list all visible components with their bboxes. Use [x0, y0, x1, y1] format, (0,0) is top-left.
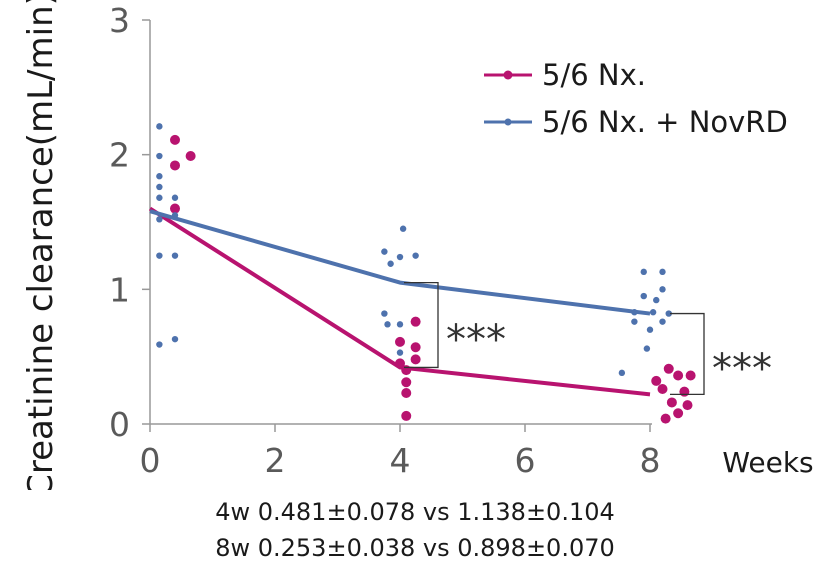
legend-marker	[504, 118, 512, 126]
data-point-nx	[401, 388, 412, 399]
data-point-nx-novrd	[387, 260, 394, 267]
data-point-nx	[410, 316, 421, 327]
annotations: *** ***	[404, 281, 772, 396]
data-point-nx-novrd	[618, 369, 626, 377]
y-axis-title: Creatinine clearance(mL/min)	[21, 0, 61, 490]
data-point-nx-novrd	[665, 310, 672, 317]
data-point-nx	[651, 375, 662, 386]
data-point-nx	[170, 160, 180, 171]
significance-bracket	[404, 281, 439, 369]
data-point-nx	[395, 358, 405, 369]
y-tick-label: 2	[109, 136, 130, 175]
data-point-nx	[682, 400, 693, 411]
data-point-nx-novrd	[659, 286, 666, 293]
stats-note-4w: 4w 0.481±0.078 vs 1.138±0.104	[215, 498, 615, 526]
data-point-nx	[401, 410, 412, 421]
x-tick-label: 0	[140, 441, 161, 480]
legend-label: 5/6 Nx.	[542, 58, 646, 92]
data-point-nx-novrd	[412, 252, 419, 259]
data-point-nx-novrd	[156, 123, 163, 130]
significance-label: ***	[712, 346, 772, 392]
data-point-nx-novrd	[171, 252, 179, 259]
data-point-nx-novrd	[156, 252, 163, 259]
data-point-nx	[660, 413, 671, 424]
y-tick-label: 1	[109, 270, 130, 309]
data-point-nx	[679, 386, 690, 397]
data-point-nx-novrd	[156, 216, 163, 223]
data-point-nx-novrd	[396, 349, 404, 356]
data-point-nx	[673, 370, 684, 381]
x-tick-label: 2	[265, 441, 286, 480]
x-axis-title: Weeks	[722, 446, 813, 479]
data-point-nx-novrd	[156, 173, 163, 180]
data-point-nx-novrd	[643, 345, 651, 352]
data-point-nx	[401, 377, 412, 388]
data-point-nx-novrd	[653, 296, 660, 304]
y-tick-label: 3	[109, 1, 130, 40]
series-line-nx-novrd	[149, 209, 651, 316]
data-point-nx-novrd	[659, 318, 666, 325]
data-point-nx-novrd	[156, 152, 163, 160]
data-point-nx-novrd	[640, 268, 647, 276]
data-point-nx-novrd	[381, 248, 388, 255]
data-point-nx-novrd	[171, 194, 179, 201]
x-tick-label: 6	[515, 441, 536, 480]
data-point-nx-novrd	[156, 183, 163, 191]
legend-label: 5/6 Nx. + NovRD	[542, 105, 788, 139]
series-layer	[148, 123, 696, 424]
significance-label: ***	[446, 317, 506, 363]
data-point-nx-novrd	[156, 341, 163, 348]
legend: 5/6 Nx. 5/6 Nx. + NovRD	[484, 58, 788, 139]
data-point-nx	[395, 336, 405, 347]
axes: 0 1 2 3 0 2 4 6 8 Weeks Creatinine clearance(mL/mi…	[21, 0, 814, 490]
data-point-nx	[410, 354, 421, 365]
legend-marker	[503, 70, 513, 80]
data-point-nx	[185, 151, 196, 162]
data-point-nx-novrd	[646, 326, 654, 333]
data-point-nx-novrd	[381, 310, 388, 317]
data-point-nx-novrd	[396, 321, 404, 328]
data-point-nx-novrd	[631, 309, 638, 316]
data-point-nx	[170, 203, 180, 214]
significance-bracket	[670, 312, 705, 396]
data-point-nx-novrd	[396, 253, 404, 261]
data-point-nx-novrd	[171, 335, 179, 343]
data-point-nx-novrd	[384, 321, 391, 328]
data-point-nx-novrd	[156, 194, 163, 201]
stats-note-8w: 8w 0.253±0.038 vs 0.898±0.070	[215, 534, 615, 562]
data-point-nx	[410, 342, 421, 353]
data-point-nx-novrd	[659, 268, 666, 276]
data-point-nx	[673, 408, 684, 419]
y-tick-label: 0	[109, 405, 130, 444]
data-point-nx-novrd	[631, 318, 638, 325]
data-point-nx	[666, 397, 677, 408]
data-point-nx-novrd	[640, 292, 647, 300]
data-point-nx-novrd	[649, 309, 657, 316]
data-point-nx	[657, 383, 668, 394]
data-point-nx	[401, 365, 412, 376]
chart: 0 1 2 3 0 2 4 6 8 Weeks Creatinine clearance(mL/mi…	[21, 0, 814, 490]
data-point-nx-novrd	[171, 212, 179, 219]
data-point-nx	[170, 134, 180, 145]
data-point-nx-novrd	[399, 225, 407, 232]
data-point-nx	[685, 370, 696, 381]
x-tick-label: 8	[640, 441, 661, 480]
x-tick-label: 4	[390, 441, 411, 480]
data-point-nx	[663, 363, 674, 374]
